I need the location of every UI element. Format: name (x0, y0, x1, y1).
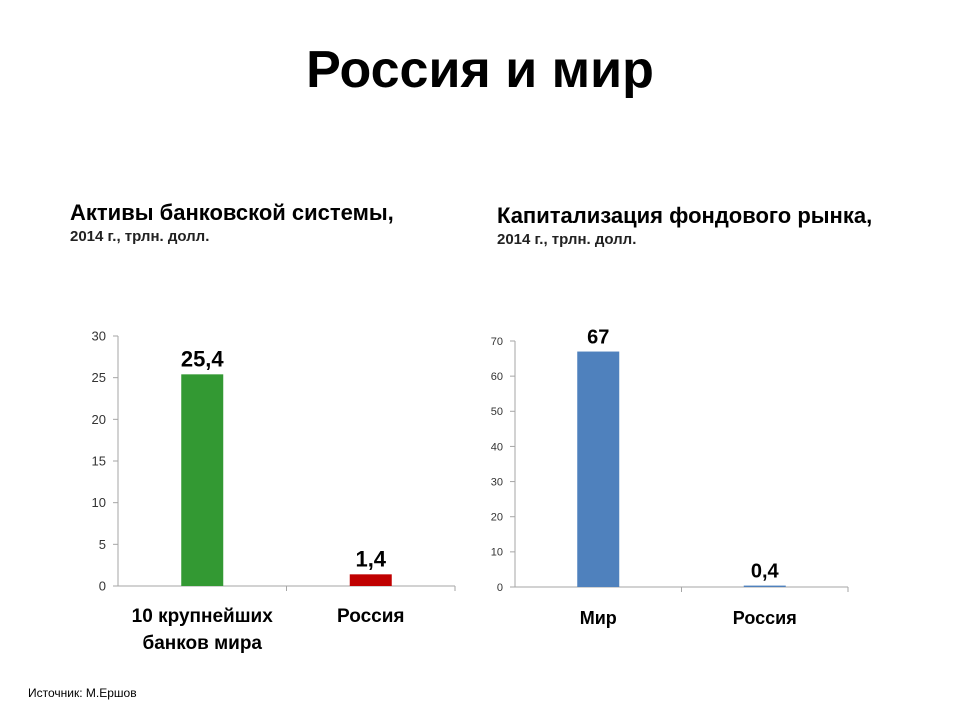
y-tick-label: 70 (491, 336, 503, 348)
y-tick-label: 50 (491, 406, 503, 418)
chart-1-subtitle: 2014 г., трлн. долл. (70, 228, 210, 245)
bar-1 (181, 374, 224, 586)
y-tick-label: 0 (99, 579, 106, 594)
y-tick-label: 30 (92, 329, 106, 344)
bar-1 (577, 351, 620, 587)
chart-2-header: Капитализация фондового рынка, 2014 г., … (497, 202, 872, 250)
y-tick-label: 20 (491, 512, 503, 524)
data-label: 25,4 (181, 346, 225, 371)
x-category-label: Россия (337, 606, 404, 627)
y-tick-label: 5 (99, 537, 106, 552)
chart-1-plot: 0 5 10 15 20 25 30 25,4 10 крупнейших банков мира… (92, 329, 456, 654)
x-category-label: Россия (733, 608, 797, 628)
bar-2 (349, 574, 392, 586)
x-category-label: Мир (580, 608, 617, 628)
y-tick-label: 30 (491, 476, 503, 488)
y-tick-label: 25 (92, 370, 106, 385)
chart-2-title: Капитализация фондового рынка, (497, 203, 873, 228)
y-tick-label: 10 (491, 547, 503, 559)
page-title: Россия и мир (306, 41, 654, 99)
y-tick-label: 60 (491, 371, 503, 383)
bar-2 (743, 585, 786, 587)
chart-2-plot: 0 10 20 30 40 50 60 70 67 Мир 0,4 Россия (491, 327, 849, 628)
data-label: 0,4 (751, 561, 780, 583)
y-tick-label: 20 (92, 412, 106, 427)
chart-1-header: Активы банковской системы, 2014 г., трлн… (70, 199, 394, 247)
data-label: 67 (587, 327, 609, 349)
y-tick-label: 15 (92, 454, 106, 469)
source-note: Источник: М.Ершов (28, 686, 137, 700)
chart-1-title: Активы банковской системы, (70, 200, 394, 225)
data-label: 1,4 (355, 546, 386, 571)
chart-2-subtitle: 2014 г., трлн. долл. (497, 231, 637, 248)
y-tick-label: 40 (491, 441, 503, 453)
y-tick-label: 10 (92, 495, 106, 510)
y-tick-label: 0 (497, 582, 503, 594)
x-category-label: 10 крупнейших банков мира (132, 606, 274, 654)
